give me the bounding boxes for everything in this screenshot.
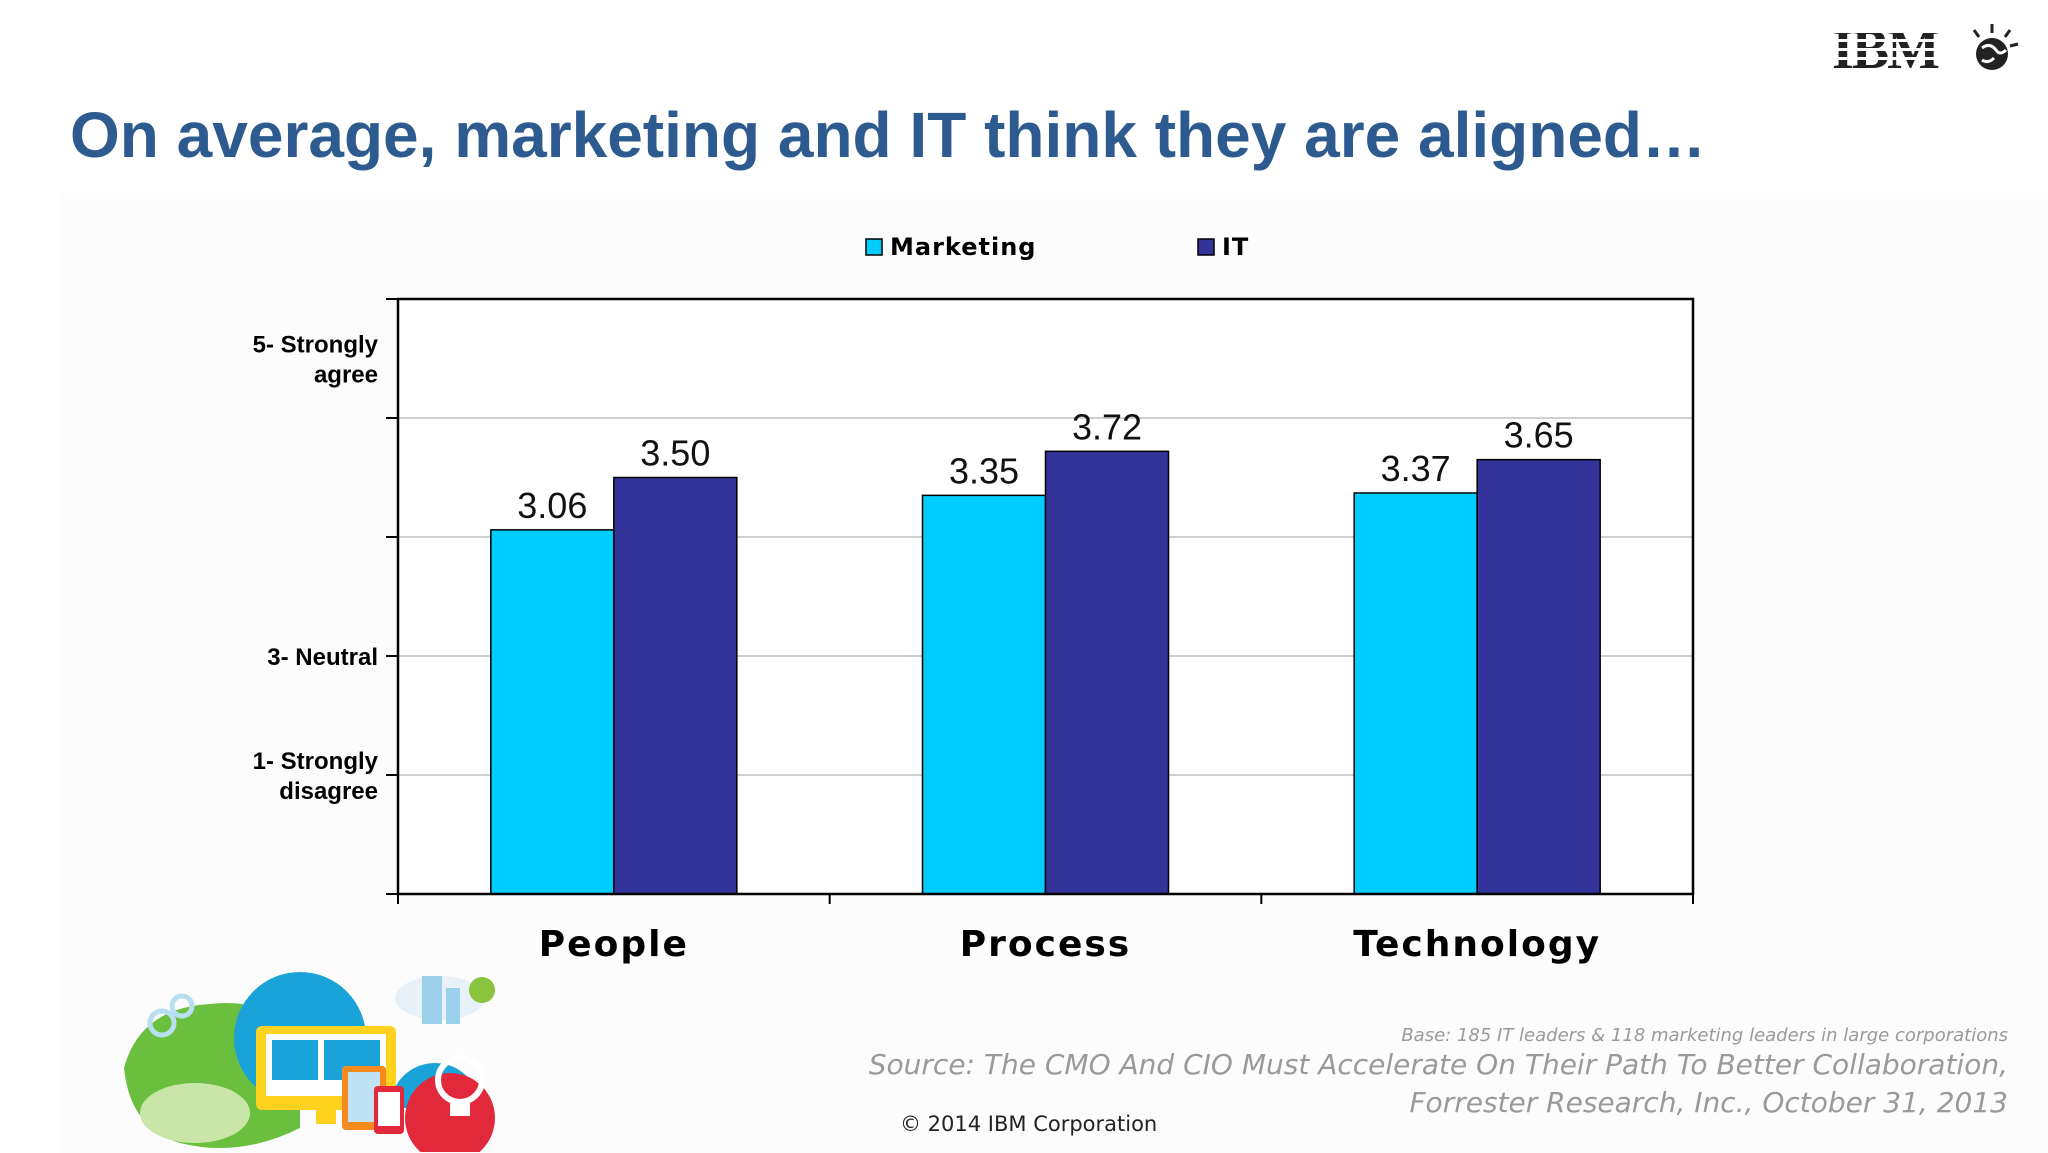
copyright: © 2014 IBM Corporation (900, 1112, 1158, 1136)
building-icon (422, 976, 442, 1024)
slide-title: On average, marketing and IT think they … (70, 99, 1706, 171)
light-cloud-shape (140, 1083, 250, 1143)
ibm-logo: IBM (1832, 20, 2019, 76)
bar-it-people (613, 476, 738, 895)
base-note: Base: 185 IT leaders & 118 marketing lea… (1401, 1025, 2008, 1046)
y-tick-label: 1- Strongly (253, 748, 379, 775)
legend-label: IT (1222, 233, 1249, 261)
chat-bubble-icon (469, 977, 495, 1003)
data-label: 3.65 (1504, 415, 1574, 456)
data-label: 3.72 (1072, 406, 1142, 447)
gear-icon (147, 1008, 177, 1038)
bar-marketing-process (921, 494, 1047, 895)
y-tick-label: 3- Neutral (267, 644, 378, 671)
bar-it-technology (1476, 458, 1601, 895)
bar-it-process (1044, 450, 1170, 895)
y-tick-label: agree (314, 362, 378, 389)
smarter-planet-icon (1972, 24, 2019, 70)
data-label: 3.06 (517, 485, 587, 526)
x-tick-label: Process (960, 924, 1131, 965)
data-label: 3.50 (640, 433, 710, 474)
y-tick-label: disagree (279, 778, 378, 805)
chart-panel: 3.06 3.50 People 3.35 3.72 Process 3.37 3.65 Tec… (60, 193, 2048, 1153)
legend-label: Marketing (890, 233, 1036, 261)
x-tick-label: People (539, 924, 689, 965)
bar-chart: 3.06 3.50 People 3.35 3.72 Process 3.37 3.65 Tec… (253, 233, 1695, 965)
bar-marketing-technology (1353, 492, 1478, 895)
data-label: 3.35 (949, 450, 1019, 491)
decorative-illustration (124, 972, 495, 1152)
x-tick-label: Technology (1353, 924, 1601, 965)
legend-swatch (865, 238, 883, 256)
ibm-logo-stripes: IBM (1832, 20, 1960, 76)
bar-marketing-people (490, 529, 615, 895)
legend-swatch (1197, 238, 1215, 256)
data-label: 3.37 (1381, 448, 1451, 489)
plot-border (396, 297, 1695, 896)
y-tick-label: 5- Strongly (253, 332, 379, 359)
source-note: Source: The CMO And CIO Must Accelerate … (868, 1048, 2008, 1119)
